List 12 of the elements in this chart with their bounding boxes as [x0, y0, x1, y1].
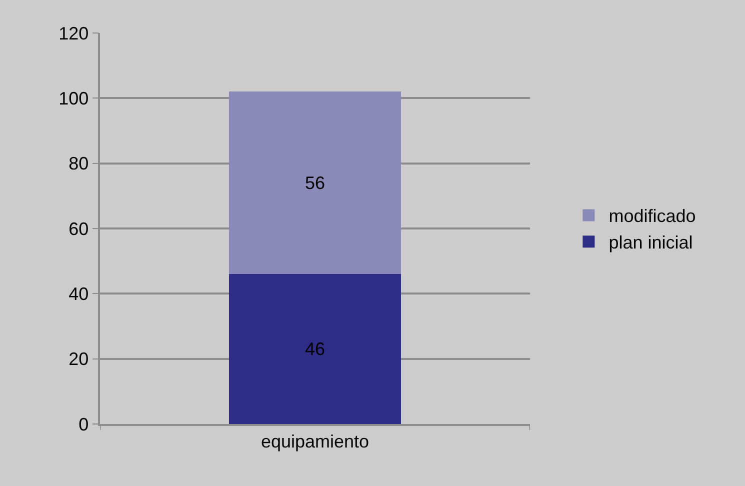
y-tick-label: 0	[78, 414, 89, 434]
data-label: 46	[304, 339, 326, 360]
data-label: 56	[304, 172, 326, 193]
y-tick-label: 100	[58, 88, 89, 108]
y-tick-label: 40	[68, 284, 89, 304]
y-tick-label: 120	[58, 23, 89, 44]
legend-label: modificado	[608, 206, 696, 226]
y-tick-label: 80	[68, 154, 89, 174]
y-tick-label: 20	[68, 349, 89, 370]
y-tick-label: 60	[68, 218, 89, 239]
x-tick-label: equipamiento	[260, 431, 370, 452]
legend-label: plan inicial	[608, 232, 693, 253]
